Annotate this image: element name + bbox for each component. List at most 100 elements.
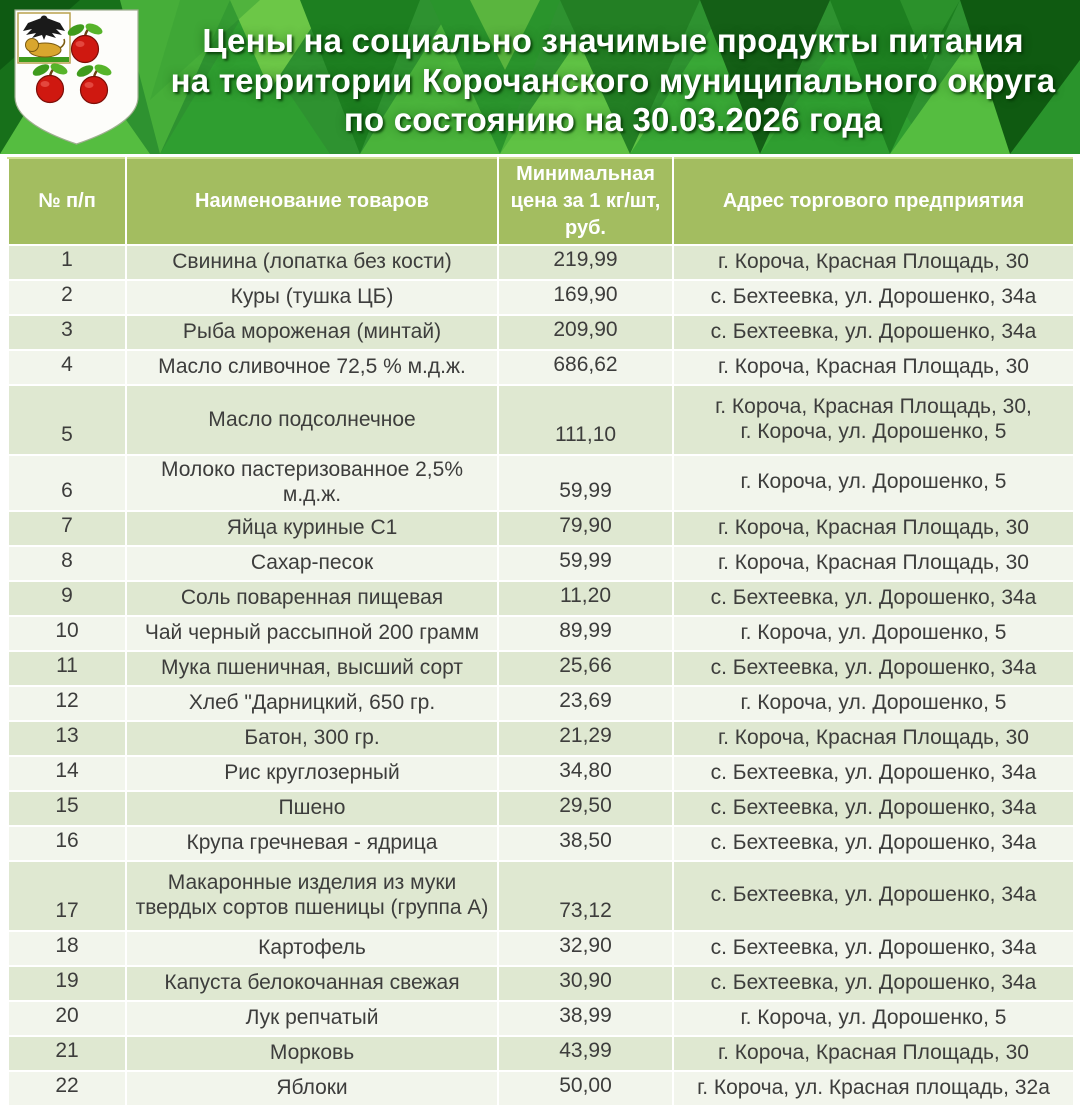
address-cell: г. Короча, Красная Площадь, 30, г. Короч… [672,384,1075,456]
price-cell: 111,10 [497,384,674,456]
price-cell: 30,90 [497,964,674,1002]
apple-icon [32,63,68,104]
address-cell: г. Короча, Красная Площадь, 30 [672,1034,1075,1072]
product-name-cell: Яйца куриные С1 [125,509,499,547]
product-name-cell: Чай черный рассыпной 200 грамм [125,614,499,652]
address-cell: г. Короча, Красная Площадь, 30 [672,244,1075,281]
table-row: 18 Картофель 32,90 с. Бехтеевка, ул. Дор… [7,929,1075,967]
price-cell: 21,29 [497,719,674,757]
row-number-cell: 17 [7,859,127,932]
table-row: 8 Сахар-песок 59,99 г. Короча, Красная П… [7,544,1075,582]
column-header-name: Наименование товаров [125,157,499,246]
address-cell: с. Бехтеевка, ул. Дорошенко, 34а [672,859,1075,932]
price-cell: 25,66 [497,649,674,687]
row-number-cell: 6 [7,454,127,512]
price-cell: 79,90 [497,509,674,547]
address-cell: г. Короча, Красная Площадь, 30 [672,719,1075,757]
product-name-cell: Соль поваренная пищевая [125,579,499,617]
table-row: 15 Пшено 29,50 с. Бехтеевка, ул. Дорошен… [7,789,1075,827]
product-name-cell: Лук репчатый [125,999,499,1037]
table-row: 17 Макаронные изделия из муки твердых со… [7,859,1075,932]
address-cell: с. Бехтеевка, ул. Дорошенко, 34а [672,789,1075,827]
address-cell: с. Бехтеевка, ул. Дорошенко, 34а [672,314,1075,351]
row-number-cell: 15 [7,789,127,827]
address-cell: с. Бехтеевка, ул. Дорошенко, 34а [672,579,1075,617]
address-cell: с. Бехтеевка, ул. Дорошенко, 34а [672,279,1075,316]
title-line-2: на территории Корочанского муниципальног… [170,61,1056,99]
product-name-cell: Хлеб "Дарницкий, 650 гр. [125,684,499,722]
table-row: 10 Чай черный рассыпной 200 грамм 89,99 … [7,614,1075,652]
product-name-cell: Рыба мороженая (минтай) [125,314,499,351]
address-cell: г. Короча, ул. Красная площадь, 32а [672,1069,1075,1107]
column-header-price: Минимальная цена за 1 кг/шт, руб. [497,157,674,246]
address-cell: г. Короча, ул. Дорошенко, 5 [672,454,1075,512]
address-cell: с. Бехтеевка, ул. Дорошенко, 34а [672,649,1075,687]
price-cell: 23,69 [497,684,674,722]
product-name-cell: Картофель [125,929,499,967]
address-cell: г. Короча, Красная Площадь, 30 [672,349,1075,386]
row-number-cell: 22 [7,1069,127,1107]
row-number-cell: 13 [7,719,127,757]
price-table: № п/п Наименование товаров Минимальная ц… [7,157,1075,1107]
table-row: 4 Масло сливочное 72,5 % м.д.ж. 686,62 г… [7,349,1075,386]
price-cell: 686,62 [497,349,674,386]
address-cell: с. Бехтеевка, ул. Дорошенко, 34а [672,824,1075,862]
column-header-address: Адрес торгового предприятия [672,157,1075,246]
address-cell: г. Короча, ул. Дорошенко, 5 [672,614,1075,652]
price-cell: 11,20 [497,579,674,617]
product-name-cell: Яблоки [125,1069,499,1107]
price-cell: 59,99 [497,544,674,582]
table-row: 7 Яйца куриные С1 79,90 г. Короча, Красн… [7,509,1075,547]
row-number-cell: 10 [7,614,127,652]
address-cell: г. Короча, Красная Площадь, 30 [672,544,1075,582]
table-header-row: № п/п Наименование товаров Минимальная ц… [7,157,1075,246]
price-cell: 209,90 [497,314,674,351]
address-cell: с. Бехтеевка, ул. Дорошенко, 34а [672,929,1075,967]
product-name-cell: Свинина (лопатка без кости) [125,244,499,281]
address-cell: г. Короча, ул. Дорошенко, 5 [672,999,1075,1037]
title-banner: Цены на социально значимые продукты пита… [0,0,1080,154]
table-header: № п/п Наименование товаров Минимальная ц… [7,157,1075,246]
price-cell: 38,50 [497,824,674,862]
price-cell: 34,80 [497,754,674,792]
price-table-container: № п/п Наименование товаров Минимальная ц… [7,157,1075,1107]
table-row: 20 Лук репчатый 38,99 г. Короча, ул. Дор… [7,999,1075,1037]
canton-belgorod [17,12,71,64]
row-number-cell: 3 [7,314,127,351]
price-cell: 219,99 [497,244,674,281]
price-cell: 43,99 [497,1034,674,1072]
table-row: 3 Рыба мороженая (минтай) 209,90 с. Бехт… [7,314,1075,351]
product-name-cell: Батон, 300 гр. [125,719,499,757]
product-name-cell: Сахар-песок [125,544,499,582]
page-title: Цены на социально значимые продукты пита… [152,21,1074,140]
table-row: 14 Рис круглозерный 34,80 с. Бехтеевка, … [7,754,1075,792]
title-line-3: по состоянию на 30.03.2026 года [343,101,883,139]
row-number-cell: 5 [7,384,127,456]
row-number-cell: 4 [7,349,127,386]
table-row: 21 Морковь 43,99 г. Короча, Красная Площ… [7,1034,1075,1072]
product-name-cell: Пшено [125,789,499,827]
table-row: 13 Батон, 300 гр. 21,29 г. Короча, Красн… [7,719,1075,757]
table-row: 19 Капуста белокочанная свежая 30,90 с. … [7,964,1075,1002]
address-cell: с. Бехтеевка, ул. Дорошенко, 34а [672,964,1075,1002]
product-name-cell: Молоко пастеризованное 2,5% м.д.ж. [125,454,499,512]
price-cell: 29,50 [497,789,674,827]
row-number-cell: 9 [7,579,127,617]
product-name-cell: Масло подсолнечное [125,384,499,456]
coat-of-arms-korocha [14,9,139,145]
table-row: 2 Куры (тушка ЦБ) 169,90 с. Бехтеевка, у… [7,279,1075,316]
product-name-cell: Крупа гречневая - ядрица [125,824,499,862]
price-cell: 73,12 [497,859,674,932]
table-row: 22 Яблоки 50,00 г. Короча, ул. Красная п… [7,1069,1075,1107]
table-row: 11 Мука пшеничная, высший сорт 25,66 с. … [7,649,1075,687]
price-cell: 59,99 [497,454,674,512]
price-cell: 89,99 [497,614,674,652]
product-name-cell: Капуста белокочанная свежая [125,964,499,1002]
row-number-cell: 19 [7,964,127,1002]
product-name-cell: Куры (тушка ЦБ) [125,279,499,316]
table-row: 1 Свинина (лопатка без кости) 219,99 г. … [7,244,1075,281]
table-row: 12 Хлеб "Дарницкий, 650 гр. 23,69 г. Кор… [7,684,1075,722]
row-number-cell: 14 [7,754,127,792]
title-line-1: Цены на социально значимые продукты пита… [202,22,1024,59]
row-number-cell: 8 [7,544,127,582]
